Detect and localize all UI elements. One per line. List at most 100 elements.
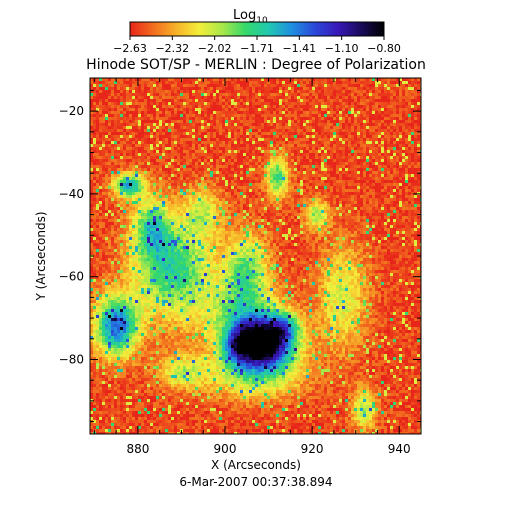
heatmap-cell	[246, 207, 249, 210]
heatmap-cell	[411, 189, 414, 192]
heatmap-cell	[213, 156, 216, 159]
heatmap-cell	[276, 105, 279, 108]
heatmap-cell	[123, 159, 126, 162]
heatmap-cell	[408, 111, 411, 114]
heatmap-cell	[366, 183, 369, 186]
heatmap-cell	[345, 81, 348, 84]
heatmap-cell	[210, 165, 213, 168]
heatmap-cell	[189, 177, 192, 180]
heatmap-cell	[282, 81, 285, 84]
heatmap-cell	[132, 81, 135, 84]
heatmap-cell	[162, 177, 165, 180]
heatmap-cell	[159, 126, 162, 129]
heatmap-cell	[90, 141, 93, 144]
heatmap-cell	[204, 183, 207, 186]
heatmap-cell	[327, 165, 330, 168]
heatmap-cell	[342, 117, 345, 120]
heatmap-cell	[105, 156, 108, 159]
heatmap-cell	[270, 120, 273, 123]
heatmap-cell	[138, 138, 141, 141]
heatmap-cell	[129, 195, 132, 198]
heatmap-cell	[102, 96, 105, 99]
heatmap-cell	[129, 141, 132, 144]
heatmap-cell	[228, 207, 231, 210]
heatmap-cell	[348, 192, 351, 195]
heatmap-cell	[336, 78, 339, 81]
heatmap-cell	[393, 186, 396, 189]
heatmap-cell	[309, 96, 312, 99]
heatmap-cell	[399, 180, 402, 183]
heatmap-cell	[279, 159, 282, 162]
heatmap-cell	[144, 198, 147, 201]
heatmap-cell	[303, 204, 306, 207]
heatmap-cell	[351, 174, 354, 177]
heatmap-cell	[399, 123, 402, 126]
heatmap-cell	[129, 171, 132, 174]
heatmap-cell	[183, 201, 186, 204]
heatmap-cell	[144, 204, 147, 207]
heatmap-cell	[135, 96, 138, 99]
heatmap-cell	[288, 177, 291, 180]
heatmap-cell	[279, 204, 282, 207]
heatmap-cell	[213, 180, 216, 183]
heatmap-cell	[378, 201, 381, 204]
heatmap-cell	[216, 111, 219, 114]
heatmap-cell	[387, 141, 390, 144]
heatmap-cell	[129, 87, 132, 90]
heatmap-cell	[411, 99, 414, 102]
heatmap-cell	[411, 153, 414, 156]
heatmap-cell	[153, 81, 156, 84]
heatmap-cell	[243, 195, 246, 198]
heatmap-cell	[285, 78, 288, 81]
heatmap-cell	[207, 153, 210, 156]
heatmap-cell	[405, 207, 408, 210]
heatmap-cell	[285, 156, 288, 159]
heatmap-cell	[138, 207, 141, 210]
heatmap-cell	[180, 171, 183, 174]
heatmap-cell	[270, 105, 273, 108]
heatmap-cell	[282, 87, 285, 90]
heatmap-cell	[369, 141, 372, 144]
heatmap-cell	[150, 156, 153, 159]
heatmap-cell	[345, 105, 348, 108]
heatmap-cell	[171, 150, 174, 153]
heatmap-cell	[210, 195, 213, 198]
heatmap-cell	[126, 150, 129, 153]
heatmap-cell	[174, 93, 177, 96]
heatmap-cell	[234, 96, 237, 99]
heatmap-cell	[363, 201, 366, 204]
heatmap-cell	[150, 78, 153, 81]
heatmap-cell	[360, 192, 363, 195]
heatmap-cell	[306, 180, 309, 183]
heatmap-cell	[288, 132, 291, 135]
heatmap-cell	[144, 195, 147, 198]
heatmap-cell	[246, 153, 249, 156]
heatmap-cell	[339, 87, 342, 90]
heatmap-cell	[108, 168, 111, 171]
heatmap-cell	[417, 129, 420, 132]
heatmap-cell	[96, 198, 99, 201]
heatmap-cell	[261, 189, 264, 192]
heatmap-cell	[288, 192, 291, 195]
heatmap-cell	[291, 171, 294, 174]
heatmap-cell	[108, 123, 111, 126]
heatmap-cell	[342, 201, 345, 204]
heatmap-cell	[378, 177, 381, 180]
heatmap-cell	[252, 165, 255, 168]
heatmap-cell	[303, 192, 306, 195]
heatmap-cell	[228, 87, 231, 90]
heatmap-cell	[402, 84, 405, 87]
heatmap-cell	[303, 108, 306, 111]
heatmap-cell	[219, 207, 222, 210]
heatmap-cell	[306, 153, 309, 156]
heatmap-cell	[417, 99, 420, 102]
heatmap-cell	[129, 180, 132, 183]
heatmap-cell	[405, 129, 408, 132]
heatmap-cell	[192, 186, 195, 189]
heatmap-cell	[273, 93, 276, 96]
heatmap-cell	[327, 99, 330, 102]
heatmap-cell	[264, 129, 267, 132]
heatmap-cell	[162, 93, 165, 96]
heatmap-cell	[216, 171, 219, 174]
heatmap-cell	[345, 120, 348, 123]
